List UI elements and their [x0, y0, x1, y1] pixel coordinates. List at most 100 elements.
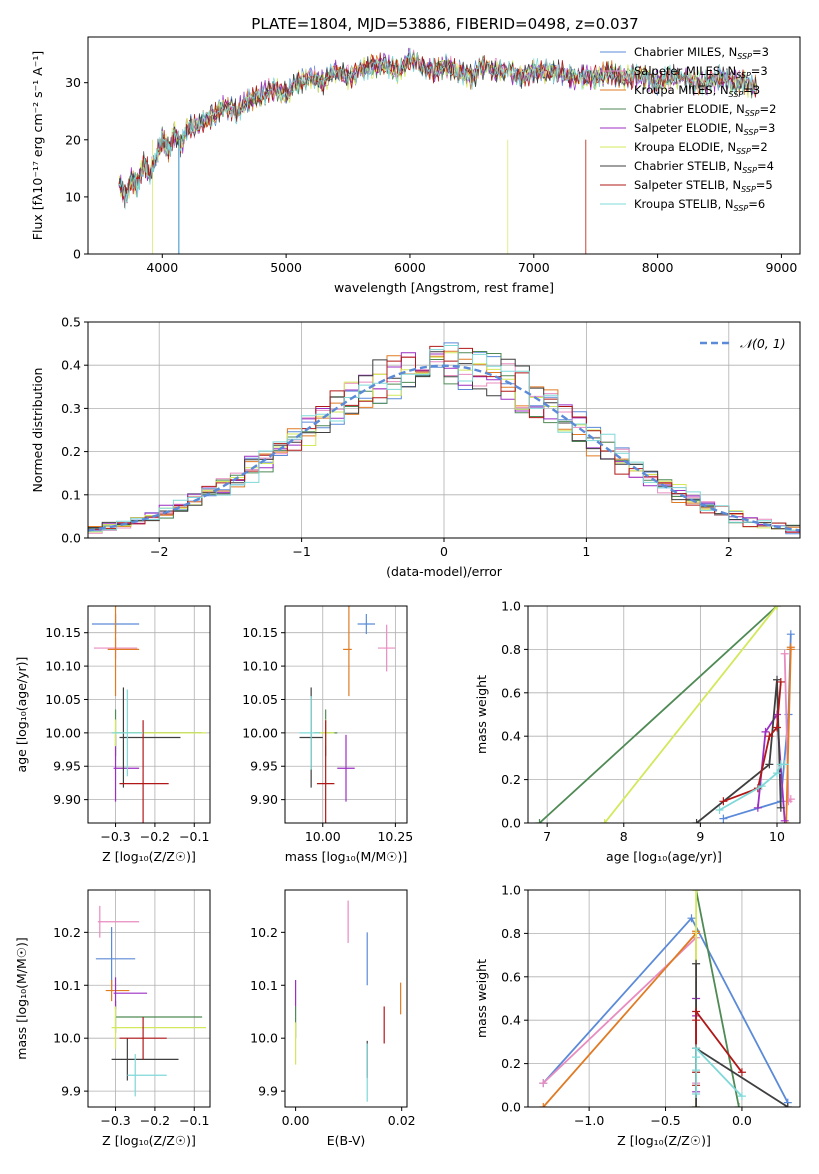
x-axis-label: wavelength [Angstrom, rest frame] [334, 280, 554, 295]
x-tick-label: −1 [292, 544, 310, 559]
x-tick-label: −2 [150, 544, 168, 559]
y-tick-label: 0.8 [501, 926, 521, 941]
axes-frame [87, 36, 801, 255]
x-tick-label: 9 [696, 829, 704, 844]
weight-marker [786, 643, 795, 652]
normal-curve [88, 364, 800, 532]
plot-area [91, 606, 207, 823]
y-tick-label: 10.05 [45, 692, 81, 707]
x-tick-label: 0.0 [732, 1113, 752, 1128]
y-tick-label: 0.4 [501, 1013, 521, 1028]
x-axis-label: Z [log₁₀(Z/Z☉)] [102, 1133, 196, 1148]
x-tick-label: 1 [582, 544, 590, 559]
y-tick-label: 10.2 [250, 925, 278, 940]
x-tick-label: 0 [440, 544, 448, 559]
y-tick-label: 9.9 [61, 1084, 81, 1099]
x-tick-label: 0.02 [388, 1113, 416, 1128]
x-tick-label: 6000 [394, 260, 426, 275]
errorbar-point [377, 624, 396, 672]
x-tick-label: −0.3 [100, 1113, 130, 1128]
x-tick-label: 0.00 [282, 1113, 310, 1128]
panel-weight_vs_age: 7 8 9 10 0.0 0.2 0.4 0.6 0.8 1.0 age [log₁₀(age/yr… [474, 599, 801, 864]
errorbar-point [111, 689, 144, 777]
weight-marker [692, 890, 701, 894]
panel-spectrum: 4000 5000 6000 7000 8000 9000 0 10 20 30 wavelengt… [30, 36, 801, 295]
weight-marker [786, 630, 795, 639]
weight-marker [780, 760, 789, 769]
weight-marker [780, 816, 789, 823]
y-tick-label: 0.2 [501, 1056, 521, 1071]
y-axis-label: Flux [fλ10⁻¹⁷ erg cm⁻² s⁻¹ A⁻¹] [30, 51, 45, 240]
y-tick-label: 10.10 [242, 659, 278, 674]
weight-marker [737, 1092, 746, 1101]
y-tick-label: 0.4 [61, 358, 81, 373]
axes-frame [87, 605, 211, 824]
spectrum-line [118, 52, 758, 203]
weight-marker [715, 805, 724, 814]
x-tick-label: −0.1 [179, 1113, 209, 1128]
panel-age_vs_mass: 10.00 10.25 9.90 9.95 10.00 10.05 10.10 10.15 ma… [242, 605, 413, 864]
y-axis-label: age [log₁₀(age/yr)] [14, 657, 29, 773]
panel-residuals: −2 −1 0 1 2 0.0 0.1 0.2 0.3 0.4 0.5 (data-model)/er… [30, 315, 801, 579]
legend-entry: Chabrier MILES, NSSP=3 [634, 45, 769, 61]
x-axis-label: Z [log₁₀(Z/Z☉)] [617, 1133, 711, 1148]
panel-weight_vs_Z: −1.0 −0.5 0.0 0.0 0.2 0.4 0.6 0.8 1.0 Z [log₁₀(Z/… [474, 883, 801, 1148]
weight-marker [692, 1103, 701, 1107]
plot-area [535, 606, 795, 823]
errorbar-point [316, 720, 335, 823]
y-tick-label: 20 [65, 132, 81, 147]
x-tick-label: 9000 [766, 260, 798, 275]
legend-entry: Chabrier ELODIE, NSSP=2 [634, 102, 776, 118]
y-tick-label: 1.0 [501, 599, 521, 614]
y-tick-label: 0.4 [501, 729, 521, 744]
spectrum-line [118, 52, 758, 254]
weight-marker [692, 959, 701, 968]
y-tick-label: 0.3 [61, 401, 81, 416]
x-tick-label: 8 [620, 829, 628, 844]
y-tick-label: 0.2 [501, 772, 521, 787]
legend: 𝒩(0, 1) [700, 336, 786, 351]
y-axis-label: mass [log₁₀(M/M☉)] [14, 937, 29, 1059]
x-tick-label: 10 [769, 829, 785, 844]
y-tick-label: 10.0 [250, 1031, 278, 1046]
errorbar-point [111, 1006, 207, 1049]
weight-marker [783, 1103, 792, 1107]
y-tick-label: 10.00 [45, 725, 81, 740]
axes-frame [284, 889, 408, 1108]
plot-area [299, 606, 396, 823]
x-tick-label: 4000 [146, 260, 178, 275]
legend-entry: Salpeter ELODIE, NSSP=3 [634, 121, 775, 137]
y-tick-label: 10.0 [53, 1031, 81, 1046]
y-tick-label: 10.15 [242, 625, 278, 640]
weight-marker [773, 606, 782, 610]
legend-entry: Kroupa STELIB, NSSP=6 [634, 197, 765, 213]
x-tick-label: 8000 [642, 260, 674, 275]
errorbar-point [113, 977, 148, 1010]
x-axis-label: mass [log₁₀(M/M☉)] [285, 849, 407, 864]
legend-entry: Salpeter STELIB, NSSP=5 [634, 178, 773, 194]
weight-marker [734, 1103, 743, 1107]
y-tick-label: 10.05 [242, 692, 278, 707]
weight-marker [692, 1066, 701, 1075]
y-tick-label: 10 [65, 189, 81, 204]
weight-marker [737, 1068, 746, 1077]
weight-marker [773, 723, 782, 732]
axes-frame [527, 605, 801, 824]
weight-marker [692, 819, 701, 823]
y-tick-label: 0.8 [501, 642, 521, 657]
y-tick-label: 9.9 [258, 1084, 278, 1099]
weight-marker [773, 769, 782, 778]
errorbar-point [107, 606, 140, 697]
y-tick-label: 0.6 [501, 685, 521, 700]
errorbar-point [113, 734, 140, 802]
errorbar-point [119, 1017, 167, 1060]
errorbar-point [299, 696, 320, 770]
figure-title: PLATE=1804, MJD=53886, FIBERID=0498, z=0… [251, 15, 638, 33]
weight-marker [761, 727, 770, 736]
plot-area [88, 342, 800, 537]
weight-marker [719, 797, 728, 806]
y-tick-label: 10.15 [45, 625, 81, 640]
y-tick-label: 9.90 [250, 792, 278, 807]
x-axis-label: E(B-V) [327, 1133, 366, 1148]
